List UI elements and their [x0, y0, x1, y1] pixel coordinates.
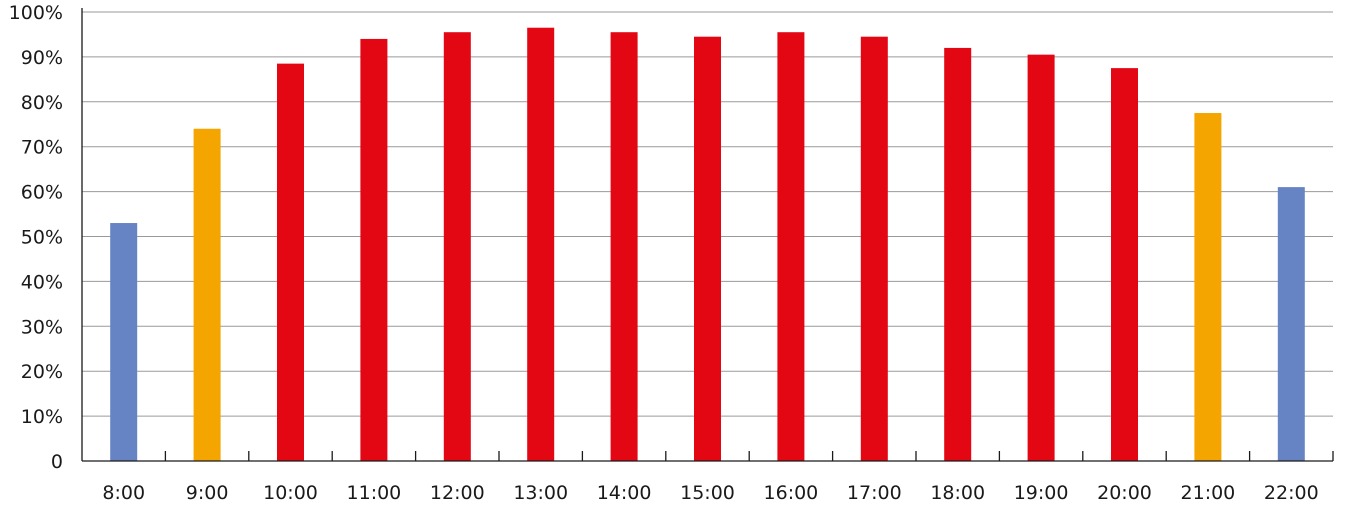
x-tick-label: 17:00 [847, 482, 902, 504]
x-tick-label: 14:00 [597, 482, 652, 504]
bars [110, 27, 1305, 462]
x-tick-label: 19:00 [1014, 482, 1069, 504]
bar-12-00 [443, 32, 471, 461]
y-tick-label: 80% [21, 92, 63, 114]
bar-11-00 [360, 38, 388, 461]
bar-10-00 [277, 63, 304, 461]
y-tick-label: 100% [9, 2, 63, 24]
bar-14-00 [610, 32, 638, 461]
x-tick-label: 16:00 [764, 482, 819, 504]
x-tick-label: 8:00 [102, 482, 145, 504]
y-tick-label: 90% [21, 47, 63, 69]
y-tick-label: 50% [21, 227, 63, 249]
y-tick-label: 70% [21, 137, 63, 159]
bar-16-00 [777, 32, 805, 461]
bar-17-00 [860, 36, 888, 461]
x-tick-label: 11:00 [347, 482, 402, 504]
y-tick-label: 10% [21, 406, 63, 428]
y-tick-label: 0 [51, 451, 63, 473]
x-tick-label: 12:00 [430, 482, 485, 504]
y-tick-label: 30% [21, 316, 63, 338]
x-axis-tick-labels: 8:00 9:00 10:00 11:00 12:00 13:00 14:00 15:00 16… [102, 482, 1318, 504]
y-axis-tick-labels: 0 10% 20% 30% 40% 50% 60% 70% 80% 90% 100% [9, 2, 63, 473]
y-tick-label: 40% [21, 271, 63, 293]
x-tick-label: 18:00 [930, 482, 985, 504]
y-tick-label: 60% [21, 182, 63, 204]
axes [81, 8, 1334, 462]
bar-8-00 [110, 223, 138, 461]
bar-15-00 [694, 36, 721, 461]
bar-19-00 [1027, 54, 1055, 461]
x-tick-label: 10:00 [263, 482, 318, 504]
x-tick-label: 22:00 [1264, 482, 1319, 504]
x-tick-label: 15:00 [680, 482, 735, 504]
bar-21-00 [1194, 113, 1222, 462]
x-tick-label: 20:00 [1097, 482, 1152, 504]
bar-22-00 [1277, 187, 1305, 462]
bar-13-00 [527, 27, 555, 462]
x-tick-label: 9:00 [186, 482, 229, 504]
bar-18-00 [944, 47, 972, 462]
x-tick-label: 21:00 [1181, 482, 1236, 504]
x-tick-label: 13:00 [513, 482, 568, 504]
bar-20-00 [1111, 68, 1138, 461]
y-tick-label: 20% [21, 361, 63, 383]
bar-9-00 [193, 128, 221, 462]
